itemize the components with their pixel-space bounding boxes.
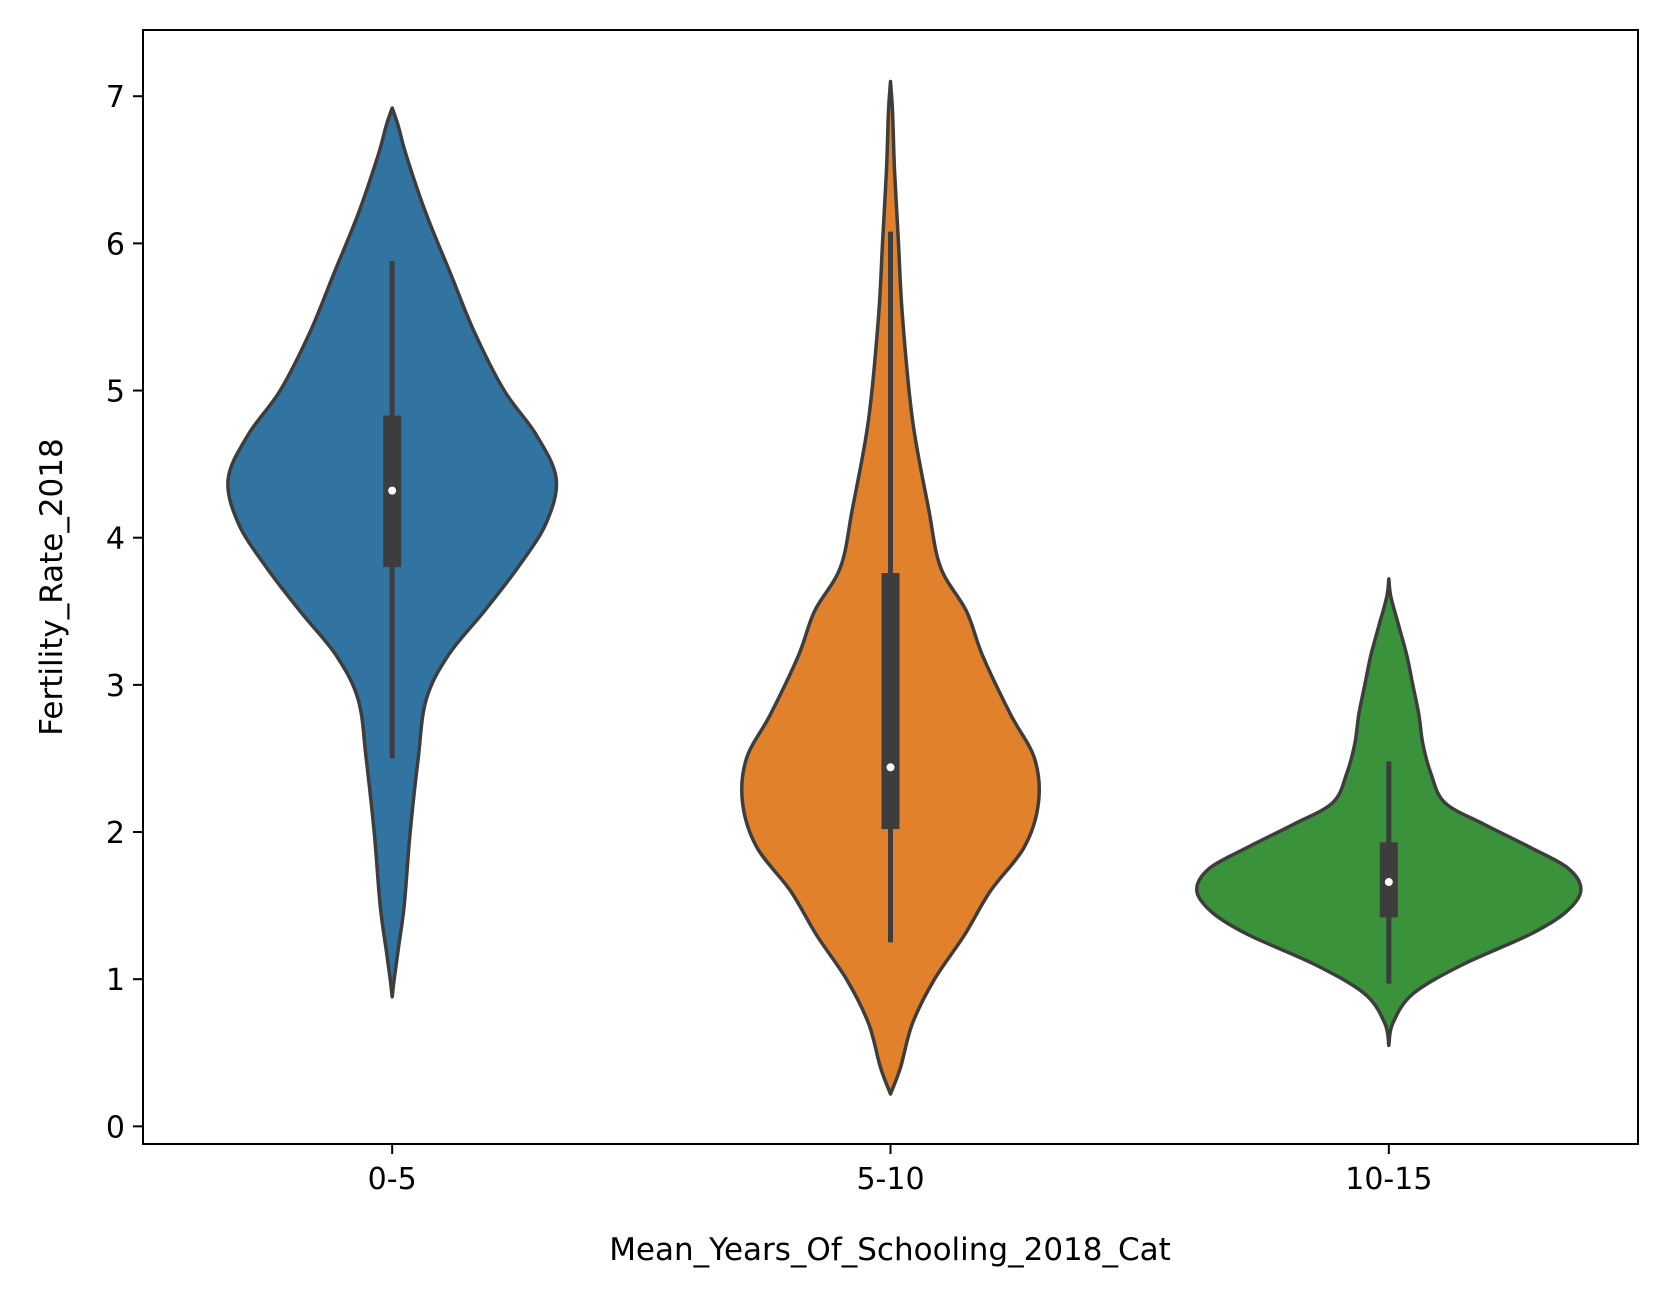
- y-axis: 0 1 2 3 4 5 6 7: [106, 80, 143, 1145]
- iqr-box-5-10: [881, 573, 900, 830]
- y-tick-label-6: 6: [106, 227, 125, 262]
- median-dot-10-15: [1384, 878, 1393, 887]
- y-tick-label-3: 3: [106, 669, 125, 704]
- y-tick-label-0: 0: [106, 1110, 125, 1145]
- box-markers-group: [383, 231, 1398, 984]
- y-axis-label: Fertility_Rate_2018: [34, 438, 70, 735]
- x-axis: 0-5 5-10 10-15: [368, 1144, 1432, 1197]
- y-tick-label-4: 4: [106, 522, 125, 557]
- y-tick-label-2: 2: [106, 816, 125, 851]
- x-tick-label-5-10: 5-10: [856, 1162, 924, 1197]
- y-tick-label-7: 7: [106, 80, 125, 115]
- median-dot-0-5: [388, 486, 397, 495]
- y-tick-label-1: 1: [106, 963, 125, 998]
- x-axis-label: Mean_Years_Of_Schooling_2018_Cat: [609, 1232, 1171, 1268]
- x-tick-label-10-15: 10-15: [1345, 1162, 1432, 1197]
- y-tick-label-5: 5: [106, 375, 125, 410]
- x-tick-label-0-5: 0-5: [368, 1162, 417, 1197]
- median-dot-5-10: [886, 763, 895, 772]
